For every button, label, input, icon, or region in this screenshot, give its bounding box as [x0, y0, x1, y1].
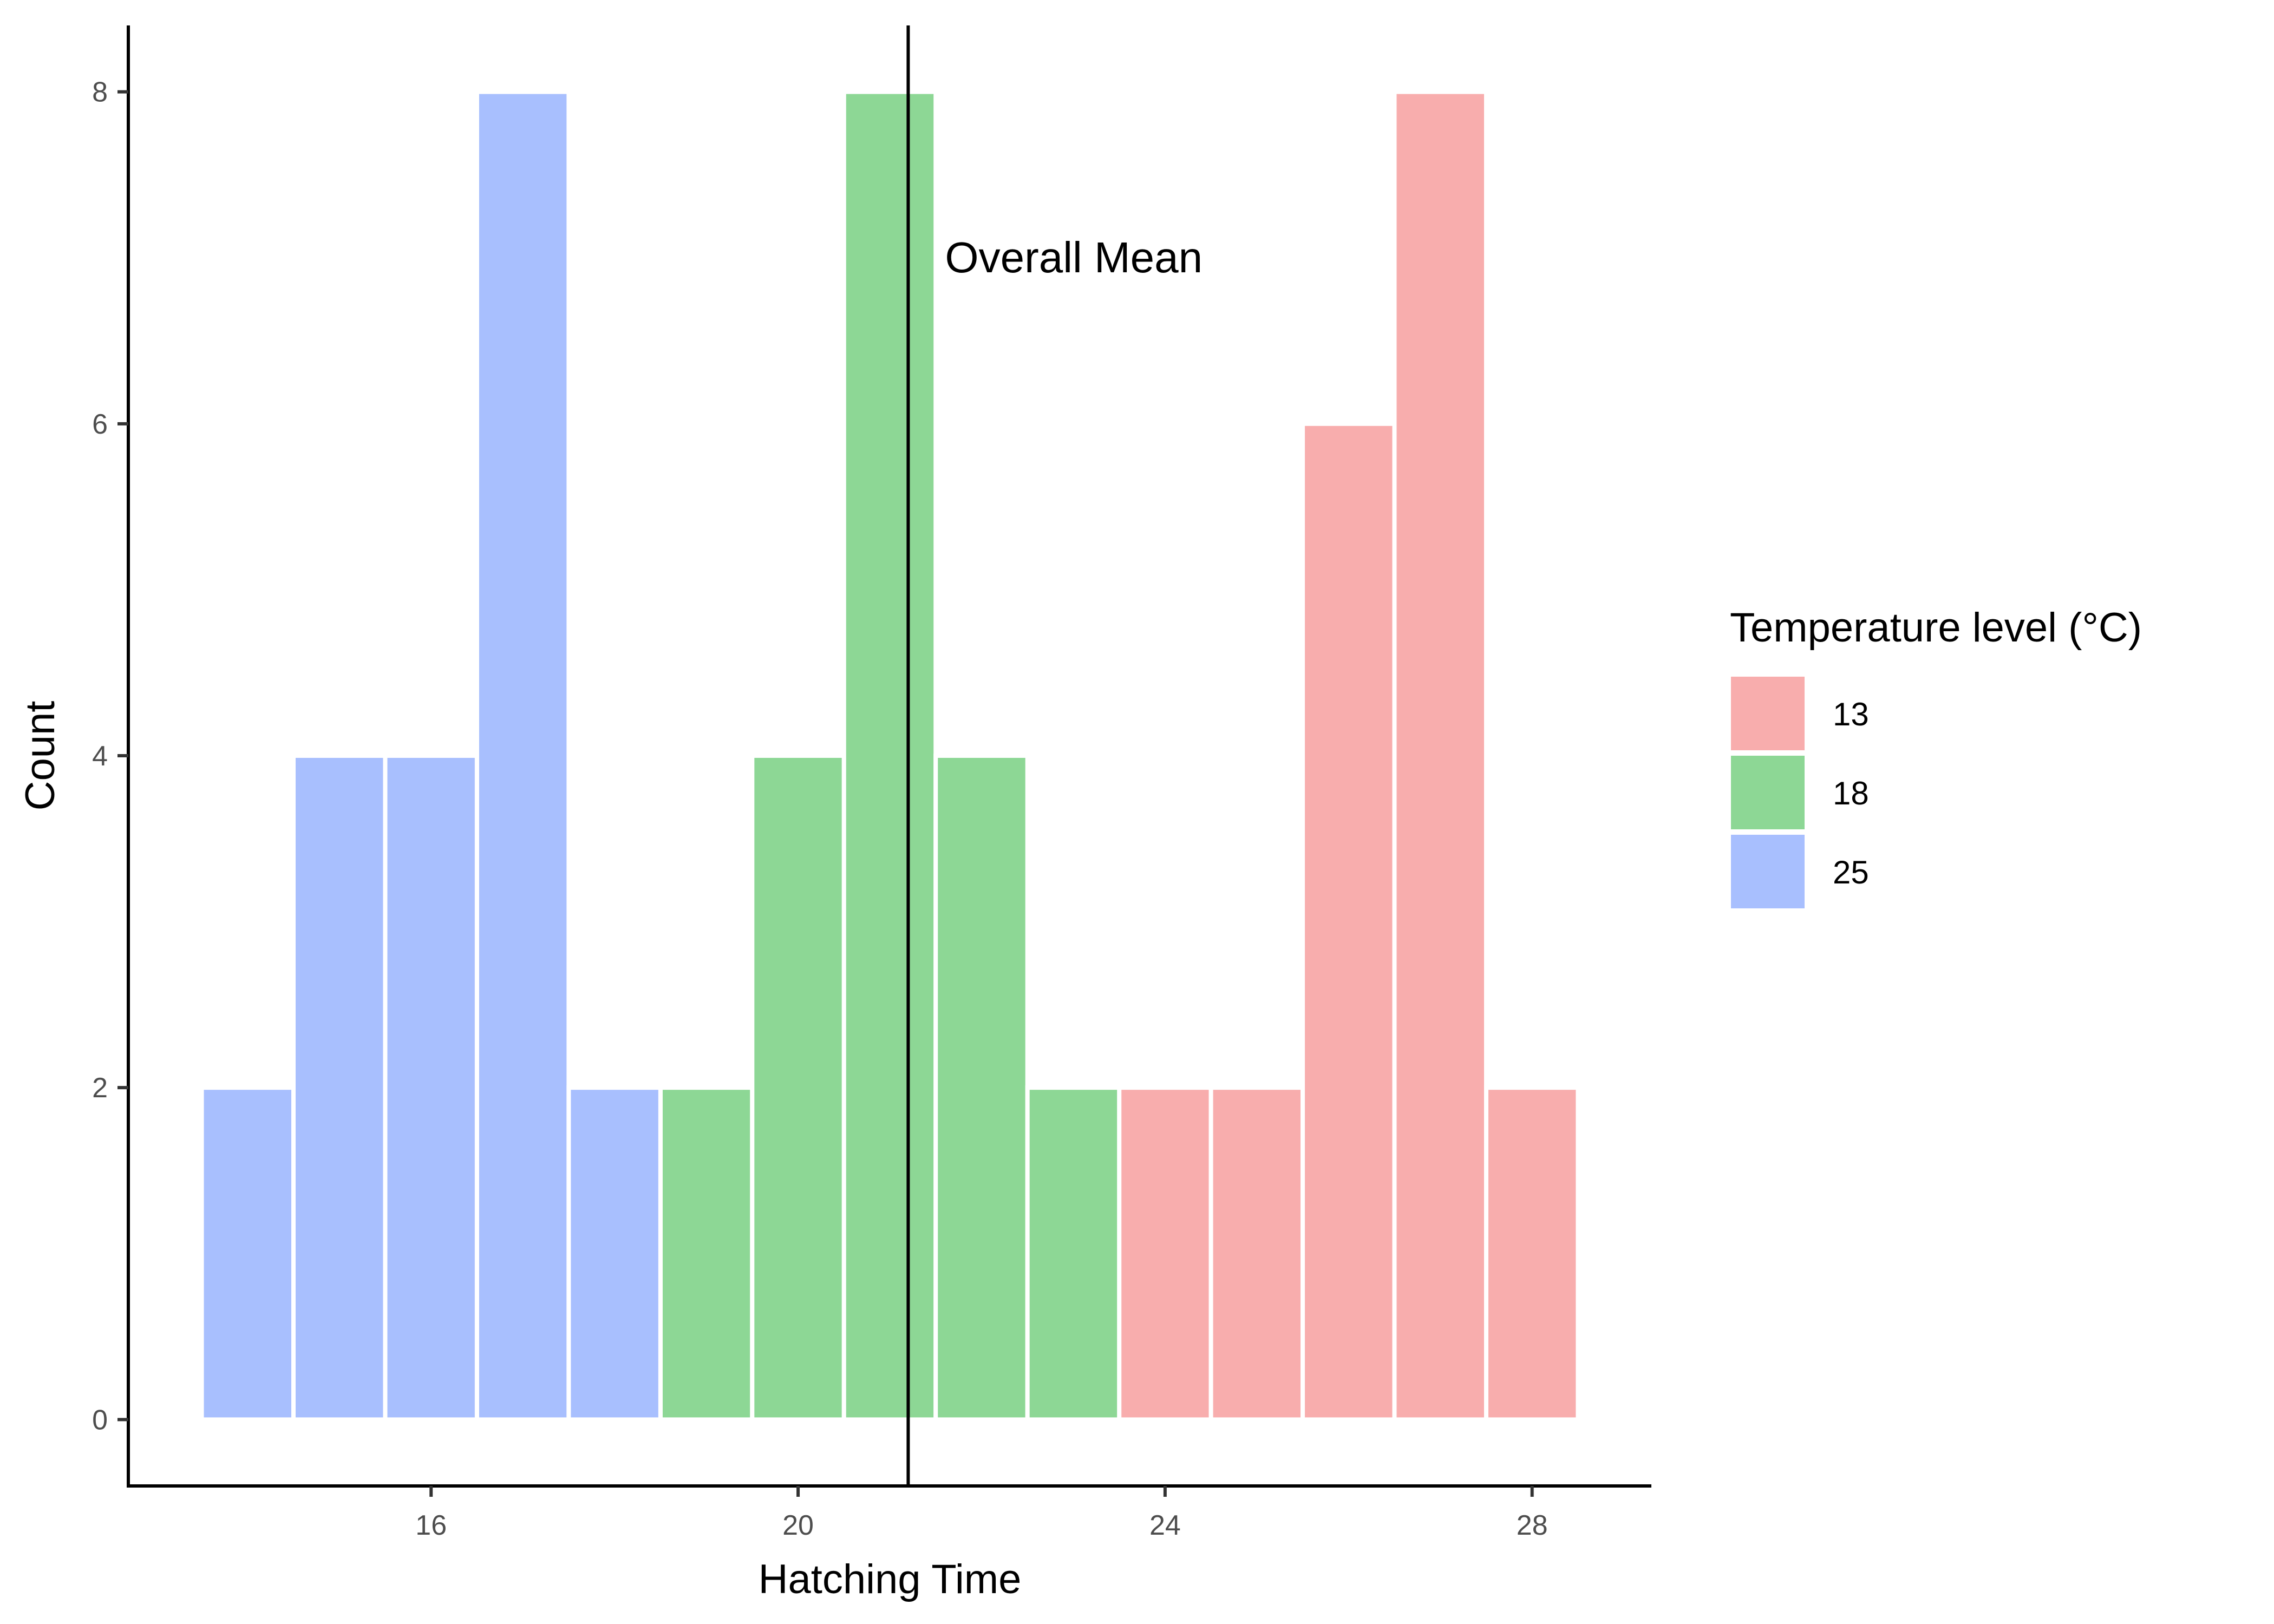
legend-label-25: 25 [1833, 854, 1869, 890]
legend-label-18: 18 [1833, 775, 1869, 811]
y-tick-label: 0 [92, 1404, 108, 1436]
x-tick-label: 28 [1517, 1510, 1548, 1541]
legend-items: 13 18 25 [1731, 677, 1869, 908]
bar-13-28 [1484, 1085, 1580, 1422]
legend-swatch-25 [1731, 835, 1805, 908]
bar-18-21 [841, 89, 938, 1422]
y-axis-ticks: 0 2 4 6 8 [92, 77, 128, 1436]
x-tick-label: 16 [415, 1510, 447, 1541]
legend-title: Temperature level (°C) [1730, 605, 2142, 651]
bar-18-23 [1025, 1085, 1122, 1422]
y-tick-label: 6 [92, 409, 108, 440]
x-tick-label: 20 [782, 1510, 814, 1541]
bar-18-22 [933, 754, 1030, 1422]
bar-13-25 [1208, 1085, 1305, 1422]
legend: Temperature level (°C) 13 18 25 [1730, 605, 2142, 908]
bar-25-14 [199, 1085, 296, 1422]
bar-25-16 [383, 754, 479, 1422]
overall-mean-label: Overall Mean [945, 233, 1203, 281]
bar-18-19 [658, 1085, 755, 1422]
y-tick-label: 8 [92, 77, 108, 108]
bars-layer [199, 89, 1580, 1422]
bar-25-15 [291, 754, 388, 1422]
legend-label-13: 13 [1833, 696, 1869, 732]
bar-13-24 [1117, 1085, 1213, 1422]
y-tick-label: 4 [92, 741, 108, 772]
x-axis-title: Hatching Time [759, 1556, 1022, 1602]
y-axis-title: Count [17, 701, 63, 811]
x-axis-ticks: 16 20 24 28 [415, 1486, 1548, 1541]
bar-13-26 [1301, 421, 1397, 1422]
bar-25-18 [566, 1085, 663, 1422]
bar-25-17 [474, 89, 571, 1422]
y-tick-label: 2 [92, 1072, 108, 1104]
bar-18-20 [750, 754, 846, 1422]
x-tick-label: 24 [1149, 1510, 1181, 1541]
legend-swatch-18 [1731, 756, 1805, 829]
bar-13-27 [1392, 89, 1488, 1422]
legend-swatch-13 [1731, 677, 1805, 750]
